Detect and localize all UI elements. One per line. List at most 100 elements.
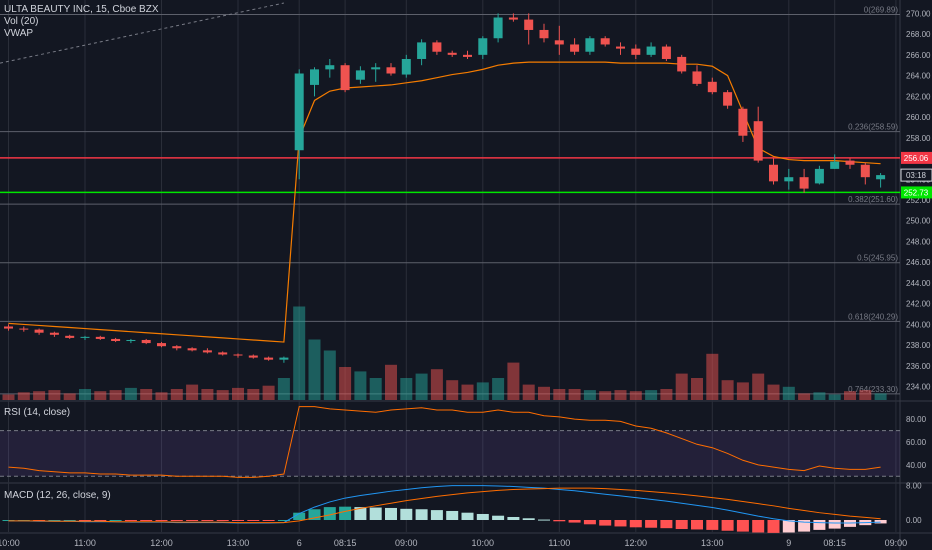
fib-level-label: 0.618(240.29) (848, 312, 898, 321)
price-tick-label: 238.00 (906, 341, 931, 350)
volume-bar (492, 378, 505, 400)
candle-body (371, 67, 381, 70)
volume-bar (553, 389, 566, 400)
volume-bar (660, 389, 673, 400)
volume-bar (155, 392, 168, 400)
macd-histogram-bar (798, 520, 811, 532)
volume-bar (874, 393, 887, 400)
macd-histogram-bar (155, 520, 168, 521)
candle-body (707, 81, 717, 93)
price-tick-label: 234.00 (906, 383, 931, 392)
volume-bar (568, 389, 581, 400)
volume-bar (675, 373, 688, 400)
macd-legend: MACD (12, 26, close, 9) (4, 490, 111, 501)
countdown-label: 03:18 (906, 171, 927, 180)
candle-body (65, 335, 75, 338)
time-tick-label: 9 (786, 538, 791, 548)
macd-tick-label: 8.00 (906, 482, 922, 491)
candle-body (126, 339, 136, 342)
volume-bar (94, 391, 107, 400)
price-tick-label: 242.00 (906, 300, 931, 309)
candle-body (769, 164, 778, 182)
price-tick-label: 264.00 (906, 72, 931, 81)
candle-body (355, 70, 365, 80)
volume-bar (522, 384, 535, 400)
fib-level-label: 0.382(251.60) (848, 195, 898, 204)
macd-histogram-bar (522, 518, 535, 520)
candle-body (493, 17, 503, 39)
macd-histogram-bar (874, 520, 887, 524)
volume-bar (385, 364, 397, 400)
volume-legend: Vol (20) (4, 16, 39, 27)
macd-histogram-bar (706, 520, 719, 530)
volume-bar (736, 382, 749, 400)
volume-bar (844, 391, 856, 400)
macd-histogram-bar (614, 520, 627, 527)
candle-body (814, 168, 824, 184)
time-tick-label: 08:15 (823, 538, 846, 548)
rsi-tick-label: 60.00 (906, 438, 927, 447)
rsi-line (8, 406, 881, 478)
volume-bar (2, 394, 15, 400)
candle-body (447, 52, 457, 55)
macd-histogram-bar (277, 520, 290, 521)
volume-bar (629, 391, 642, 400)
macd-histogram-bar (752, 520, 765, 533)
time-tick-label: 6 (297, 538, 302, 548)
candle-body (554, 40, 564, 45)
macd-histogram-bar (385, 507, 397, 520)
rsi-tick-label: 40.00 (906, 461, 927, 470)
macd-histogram-bar (782, 520, 795, 533)
price-tick-label: 248.00 (906, 237, 931, 246)
time-tick-label: 13:00 (227, 538, 250, 548)
volume-bar (691, 378, 703, 400)
volume-bar (323, 350, 336, 400)
volume-bar (721, 380, 734, 400)
price-tick-label: 266.00 (906, 51, 931, 60)
candle-body (95, 336, 105, 339)
macd-histogram-bar (721, 520, 734, 531)
vwap-line (8, 61, 881, 343)
candle-body (524, 19, 534, 30)
time-tick-label: 09:00 (885, 538, 908, 548)
macd-line (8, 485, 881, 524)
macd-histogram-bar (492, 515, 505, 520)
price-tick-label: 270.00 (906, 9, 931, 18)
time-tick-label: 08:15 (334, 538, 357, 548)
macd-histogram-bar (216, 520, 229, 521)
volume-bar (354, 371, 367, 400)
candle-body (692, 71, 702, 84)
macd-histogram-bar (262, 520, 275, 521)
candle-body (876, 175, 886, 180)
candle-body (248, 355, 258, 358)
macd-histogram-bar (232, 520, 244, 521)
macd-histogram-bar (94, 520, 107, 521)
time-tick-label: 10:00 (472, 538, 495, 548)
countdown-tag (900, 168, 932, 182)
macd-histogram-bar (461, 512, 474, 520)
candle-body (310, 69, 319, 85)
volume-bar (599, 391, 612, 400)
candle-body (202, 350, 212, 353)
macd-histogram-bar (660, 520, 673, 529)
volume-bar (706, 353, 719, 400)
macd-histogram-bar (599, 520, 612, 526)
macd-histogram-bar (247, 520, 260, 521)
price-tick-label: 240.00 (906, 320, 931, 329)
volume-bar (262, 385, 275, 400)
candle-body (187, 348, 197, 351)
macd-histogram-bar (629, 520, 642, 528)
candle-body (279, 357, 289, 360)
candle-body (784, 177, 794, 182)
candle-body (600, 38, 610, 45)
volume-bar (216, 390, 229, 400)
volume-bar (201, 389, 214, 400)
time-tick-label: 10:00 (0, 538, 20, 548)
macd-histogram-bar (354, 507, 367, 520)
candle-body (646, 46, 656, 55)
fib-level-label: 0.5(245.95) (857, 254, 898, 263)
macd-histogram-bar (691, 520, 703, 530)
price-tick-label: 262.00 (906, 92, 931, 101)
volume-bar (828, 394, 841, 400)
